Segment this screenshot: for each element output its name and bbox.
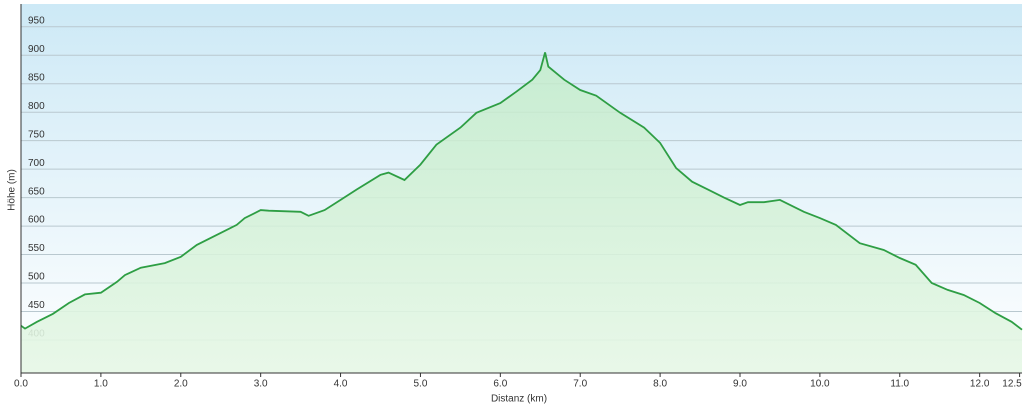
y-axis-title: Höhe (m) (7, 169, 18, 211)
x-tick-label: 4.0 (334, 379, 348, 390)
y-tick-label: 750 (28, 129, 45, 140)
x-tick-label: 7.0 (573, 379, 587, 390)
x-axis-title: Distanz (km) (491, 394, 547, 405)
x-tick-label: 12.5 (1002, 379, 1022, 390)
elevation-line (20, 52, 1023, 331)
y-tick-label: 800 (28, 101, 45, 112)
y-tick-label: 850 (28, 72, 45, 83)
area-fill (21, 52, 1022, 374)
x-tick-label: 2.0 (174, 379, 188, 390)
x-tick-label: 10.0 (810, 379, 830, 390)
x-tick-label: 8.0 (653, 379, 667, 390)
x-tick-label: 0.0 (14, 379, 28, 390)
y-tick-label: 950 (28, 15, 45, 26)
x-tick-label: 11.0 (890, 379, 909, 390)
y-tick-label: 500 (28, 272, 45, 283)
y-tick-label: 600 (28, 215, 45, 226)
y-tick-label: 700 (28, 158, 45, 169)
x-tick-label: 9.0 (733, 379, 747, 390)
x-tick-label: 3.0 (254, 379, 268, 390)
y-tick-label: 450 (28, 300, 45, 311)
x-tick-label: 5.0 (413, 379, 427, 390)
x-tick-label: 12.0 (970, 379, 990, 390)
x-tick-label: 1.0 (94, 379, 108, 390)
y-tick-label: 900 (28, 44, 45, 55)
y-tick-label: 550 (28, 243, 45, 254)
x-tick-label: 6.0 (493, 379, 507, 390)
y-tick-label: 650 (28, 186, 45, 197)
